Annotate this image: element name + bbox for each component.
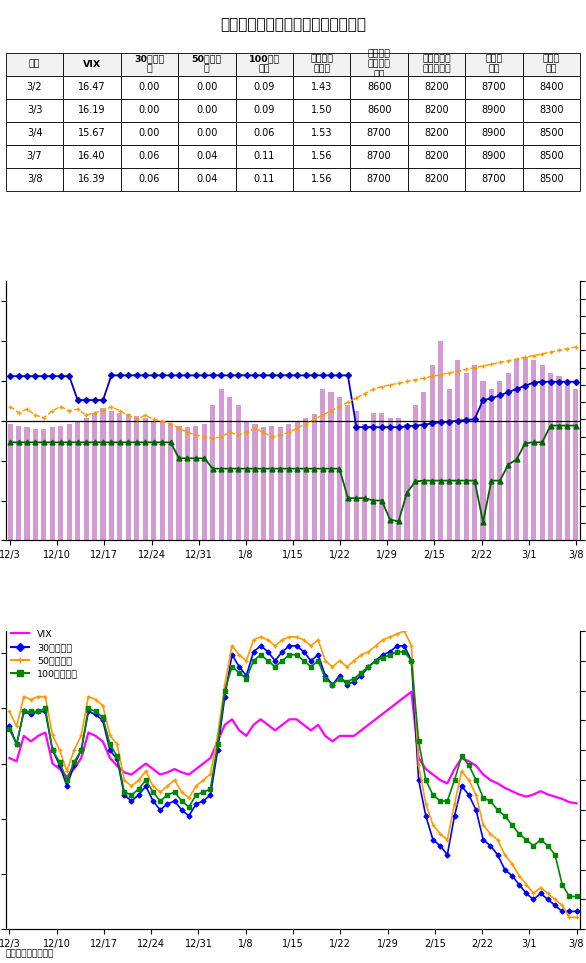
Text: 統一期貨研究科製作: 統一期貨研究科製作	[6, 950, 54, 958]
Bar	[430, 365, 435, 581]
Bar	[75, 423, 80, 581]
Bar	[126, 414, 131, 581]
Bar	[244, 421, 249, 581]
Bar	[506, 373, 511, 581]
Bar	[345, 404, 350, 581]
Bar	[159, 423, 165, 581]
Bar	[413, 404, 418, 581]
Bar	[236, 404, 241, 581]
Bar	[329, 392, 333, 581]
Bar	[270, 426, 274, 581]
Bar	[447, 389, 452, 581]
Bar	[523, 357, 528, 581]
Bar	[151, 421, 156, 581]
Bar	[16, 426, 21, 581]
Bar	[337, 397, 342, 581]
Bar	[396, 418, 401, 581]
Bar	[117, 413, 122, 581]
Bar	[50, 428, 55, 581]
Bar	[58, 426, 63, 581]
Bar	[92, 413, 97, 581]
Bar	[193, 426, 199, 581]
Legend: VIX, 30日百分位, 50日百分位, 100日百分位: VIX, 30日百分位, 50日百分位, 100日百分位	[11, 630, 78, 678]
Bar	[176, 426, 182, 581]
Bar	[438, 341, 444, 581]
Bar	[227, 397, 232, 581]
Bar	[455, 360, 460, 581]
Bar	[565, 381, 570, 581]
Bar	[404, 424, 410, 581]
Bar	[362, 424, 367, 581]
Bar	[67, 424, 71, 581]
Bar	[557, 377, 561, 581]
Bar	[320, 389, 325, 581]
Bar	[295, 421, 300, 581]
Bar	[312, 414, 316, 581]
Bar	[387, 418, 393, 581]
Title: 選擇權波動率指數與賣買權未平倉比: 選擇權波動率指數與賣買權未平倉比	[220, 17, 366, 33]
Bar	[210, 404, 215, 581]
Bar	[109, 411, 114, 581]
Bar	[8, 424, 13, 581]
Bar	[540, 365, 544, 581]
Bar	[261, 428, 266, 581]
Bar	[84, 418, 88, 581]
Bar	[219, 389, 224, 581]
Bar	[472, 365, 477, 581]
Bar	[202, 424, 207, 581]
Bar	[253, 424, 257, 581]
Bar	[33, 429, 38, 581]
Bar	[25, 428, 29, 581]
Bar	[168, 424, 173, 581]
Bar	[379, 413, 384, 581]
Bar	[286, 424, 291, 581]
Bar	[573, 389, 578, 581]
Bar	[548, 373, 553, 581]
Bar	[142, 418, 148, 581]
Bar	[42, 429, 46, 581]
Bar	[498, 381, 502, 581]
Bar	[303, 418, 308, 581]
Bar	[354, 411, 359, 581]
Bar	[278, 428, 283, 581]
Bar	[100, 408, 105, 581]
Bar	[421, 392, 427, 581]
Bar	[515, 360, 519, 581]
Bar	[489, 389, 494, 581]
Bar	[185, 428, 190, 581]
Bar	[134, 416, 139, 581]
Bar	[531, 360, 536, 581]
Bar	[464, 373, 469, 581]
Bar	[481, 381, 486, 581]
Bar	[371, 413, 376, 581]
